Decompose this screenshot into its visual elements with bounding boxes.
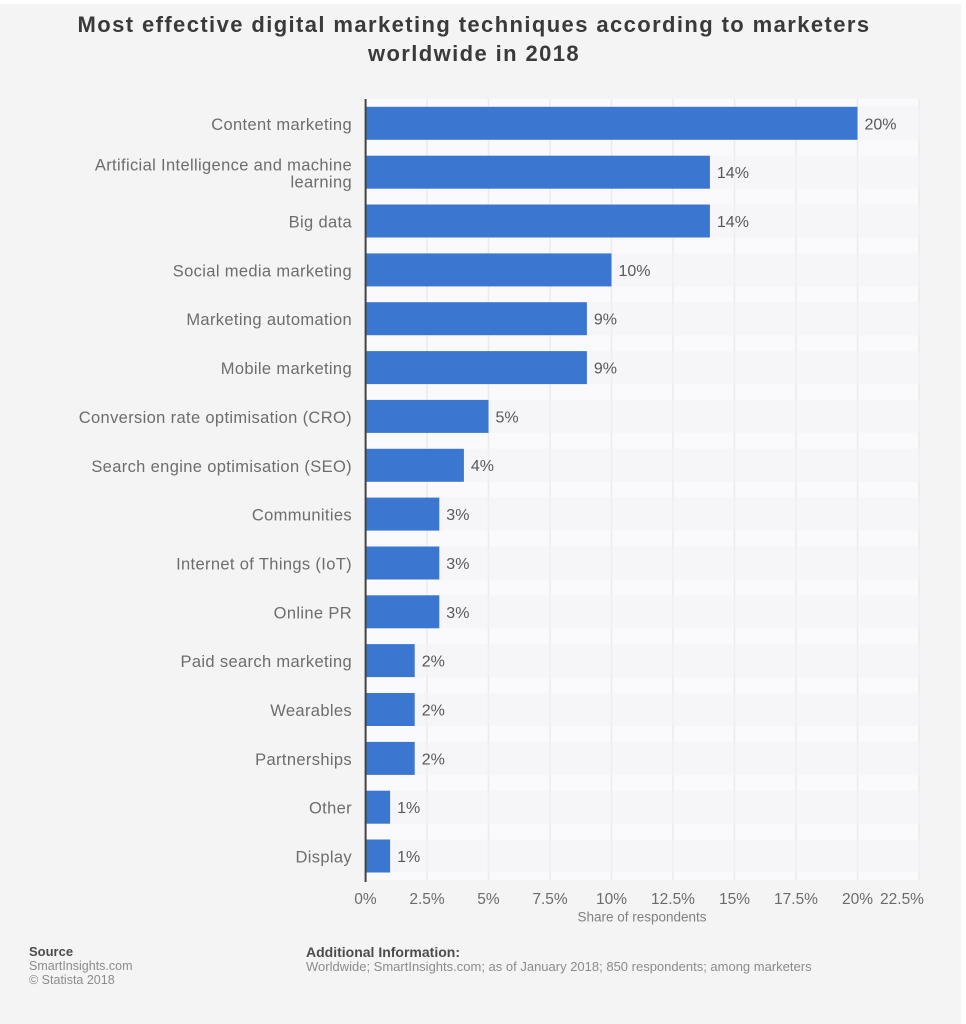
svg-text:Artificial Intelligence and ma: Artificial Intelligence and machine bbox=[95, 157, 352, 175]
svg-text:3%: 3% bbox=[446, 605, 469, 622]
svg-text:14%: 14% bbox=[717, 165, 749, 182]
svg-text:17.5%: 17.5% bbox=[774, 891, 818, 908]
svg-text:20%: 20% bbox=[865, 116, 897, 133]
svg-text:Internet of Things (IoT): Internet of Things (IoT) bbox=[176, 556, 352, 574]
svg-text:4%: 4% bbox=[471, 458, 494, 475]
svg-text:Search engine optimisation (SE: Search engine optimisation (SEO) bbox=[91, 458, 352, 476]
svg-text:Social media marketing: Social media marketing bbox=[173, 262, 352, 280]
svg-text:Paid search marketing: Paid search marketing bbox=[180, 653, 352, 671]
svg-text:22.5%: 22.5% bbox=[880, 891, 924, 908]
svg-text:7.5%: 7.5% bbox=[532, 891, 568, 908]
svg-text:2%: 2% bbox=[422, 654, 445, 671]
svg-text:learning: learning bbox=[290, 174, 352, 192]
svg-text:Conversion rate optimisation (: Conversion rate optimisation (CRO) bbox=[79, 409, 352, 427]
svg-text:Wearables: Wearables bbox=[270, 702, 352, 720]
svg-text:Marketing automation: Marketing automation bbox=[186, 311, 352, 329]
svg-text:10%: 10% bbox=[619, 263, 651, 280]
svg-text:3%: 3% bbox=[446, 507, 469, 524]
svg-text:9%: 9% bbox=[594, 361, 617, 378]
svg-text:Online PR: Online PR bbox=[274, 604, 352, 622]
svg-text:1%: 1% bbox=[397, 800, 420, 817]
svg-text:Mobile marketing: Mobile marketing bbox=[221, 360, 352, 378]
svg-text:2.5%: 2.5% bbox=[409, 891, 445, 908]
svg-text:3%: 3% bbox=[446, 556, 469, 573]
svg-text:Communities: Communities bbox=[252, 507, 352, 525]
svg-text:10%: 10% bbox=[596, 891, 627, 908]
svg-text:12.5%: 12.5% bbox=[651, 891, 695, 908]
svg-text:Big data: Big data bbox=[289, 214, 353, 232]
svg-text:Display: Display bbox=[295, 849, 352, 867]
svg-text:0%: 0% bbox=[354, 891, 377, 908]
svg-text:Other: Other bbox=[309, 800, 352, 818]
svg-text:5%: 5% bbox=[496, 409, 519, 426]
svg-text:5%: 5% bbox=[477, 891, 500, 908]
svg-text:9%: 9% bbox=[594, 312, 617, 329]
svg-text:Share of respondents: Share of respondents bbox=[577, 910, 706, 925]
svg-text:2%: 2% bbox=[422, 703, 445, 720]
svg-text:Partnerships: Partnerships bbox=[255, 751, 352, 769]
svg-text:14%: 14% bbox=[717, 214, 749, 231]
svg-text:1%: 1% bbox=[397, 849, 420, 866]
svg-text:15%: 15% bbox=[719, 891, 750, 908]
svg-text:20%: 20% bbox=[842, 891, 873, 908]
svg-text:Content marketing: Content marketing bbox=[211, 116, 352, 134]
svg-text:2%: 2% bbox=[422, 751, 445, 768]
